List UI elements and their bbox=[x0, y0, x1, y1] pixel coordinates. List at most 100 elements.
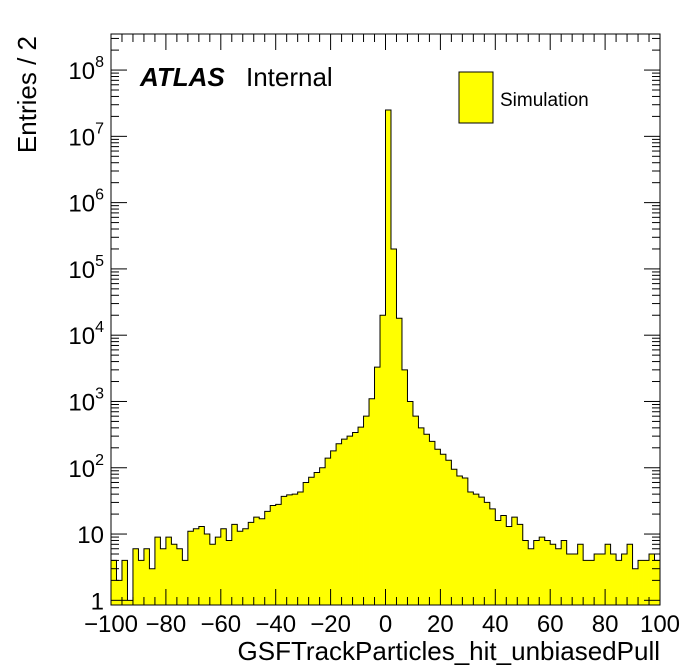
histogram-bin bbox=[451, 469, 458, 605]
histogram-bin bbox=[522, 540, 529, 605]
histogram-bin bbox=[319, 467, 326, 605]
histogram-bin bbox=[253, 517, 260, 605]
x-tick-label: −100 bbox=[84, 611, 138, 638]
histogram-bin bbox=[599, 553, 606, 605]
x-tick-labels: −100 −80 −60 −40 −20 0 20 40 60 80 100 bbox=[84, 611, 680, 638]
y-tick-label: 102 bbox=[68, 452, 104, 483]
histogram-bin bbox=[352, 432, 359, 605]
histogram-bin bbox=[605, 544, 611, 605]
x-tick-label: −40 bbox=[255, 611, 296, 638]
x-tick-label: 60 bbox=[537, 611, 564, 638]
histogram-bin bbox=[467, 492, 474, 605]
histogram-bin bbox=[226, 540, 233, 605]
histogram-bin bbox=[649, 553, 655, 605]
histogram-bin bbox=[187, 531, 194, 605]
histogram-bin bbox=[220, 528, 227, 605]
y-tick-label: 10 bbox=[77, 522, 104, 549]
histogram-bin bbox=[204, 534, 211, 605]
histogram-bin bbox=[429, 441, 436, 605]
histogram-bin bbox=[577, 544, 584, 605]
histogram-bin bbox=[121, 560, 128, 605]
histogram-bin bbox=[374, 367, 381, 605]
histogram-bin bbox=[182, 560, 189, 605]
x-tick-label: −60 bbox=[200, 611, 241, 638]
histogram-bin bbox=[401, 369, 408, 605]
histogram-bin bbox=[237, 531, 244, 605]
histogram-bin bbox=[286, 494, 293, 605]
histogram-bin bbox=[270, 505, 277, 605]
histogram-bin bbox=[160, 548, 167, 605]
y-tick-label: 107 bbox=[68, 120, 104, 151]
histogram-bin bbox=[495, 520, 502, 605]
legend-entry-simulation: Simulation bbox=[500, 90, 589, 111]
histogram-bin bbox=[566, 553, 573, 605]
histogram-bin bbox=[610, 553, 617, 605]
histogram-bin bbox=[308, 477, 315, 605]
y-tick-label: 1 bbox=[91, 588, 104, 615]
x-tick-label: −80 bbox=[146, 611, 187, 638]
histogram-bin bbox=[445, 460, 452, 605]
histogram-bin bbox=[259, 518, 266, 605]
histogram-bin bbox=[484, 502, 491, 605]
histogram-bin bbox=[539, 537, 546, 605]
histogram-bin bbox=[462, 478, 469, 605]
y-tick-label: 108 bbox=[68, 54, 104, 85]
histogram-bin bbox=[572, 553, 579, 605]
histogram-bin bbox=[396, 318, 403, 605]
histogram-bin bbox=[550, 544, 557, 605]
histogram-bin bbox=[440, 454, 447, 605]
histogram-bin bbox=[325, 458, 331, 605]
histogram-bin bbox=[533, 540, 540, 605]
histogram-bin bbox=[473, 494, 480, 605]
atlas-label: ATLAS Internal bbox=[139, 62, 333, 92]
x-tick-label: −20 bbox=[310, 611, 351, 638]
histogram-bin bbox=[242, 528, 249, 605]
histogram-bin bbox=[154, 537, 161, 605]
y-tick-label: 104 bbox=[68, 319, 104, 350]
histogram-bin bbox=[149, 568, 156, 605]
histogram-bin bbox=[385, 109, 392, 605]
atlas-label-internal: Internal bbox=[246, 62, 333, 92]
histogram-bin bbox=[358, 427, 364, 605]
histogram-bin bbox=[654, 560, 661, 605]
x-tick-label: 20 bbox=[427, 611, 454, 638]
histogram-bin bbox=[434, 449, 441, 605]
x-axis-label: GSFTrackParticles_hit_unbiasedPull bbox=[238, 636, 660, 666]
histogram-bin bbox=[588, 560, 595, 605]
y-tick-labels: 1 10 102 103 104 105 106 107 108 bbox=[68, 54, 104, 615]
histogram-outline bbox=[111, 109, 660, 601]
histogram-bin bbox=[116, 580, 123, 605]
histogram-bin bbox=[489, 508, 496, 605]
histogram-bin bbox=[544, 540, 551, 605]
histogram-bin bbox=[231, 524, 238, 605]
histogram-bin bbox=[176, 548, 183, 605]
histogram-bin bbox=[627, 544, 633, 605]
histogram-bin bbox=[423, 434, 430, 605]
histogram-bin bbox=[456, 476, 463, 605]
histogram-bin bbox=[638, 560, 644, 605]
histogram-bin bbox=[643, 560, 650, 605]
histogram-bin bbox=[111, 560, 117, 605]
histogram-bin bbox=[412, 416, 419, 605]
histogram-bin bbox=[138, 560, 145, 605]
histogram-bin bbox=[594, 553, 601, 605]
histogram-bin bbox=[297, 492, 304, 605]
y-axis-label: Entries / 2 bbox=[12, 36, 42, 153]
histogram-bin bbox=[171, 544, 178, 605]
histogram-bin bbox=[281, 496, 288, 605]
y-tick-label: 105 bbox=[68, 253, 104, 284]
histogram-bars bbox=[111, 109, 661, 605]
histogram-bin bbox=[215, 537, 222, 605]
histogram-bin bbox=[517, 524, 524, 605]
histogram-bin bbox=[528, 548, 535, 605]
histogram-bin bbox=[369, 398, 375, 605]
histogram-bin bbox=[511, 517, 518, 605]
x-tick-label: 0 bbox=[379, 611, 392, 638]
histogram-bin bbox=[292, 494, 299, 605]
histogram-bin bbox=[555, 548, 562, 605]
histogram-bin bbox=[264, 511, 271, 605]
histogram-bin bbox=[561, 540, 568, 605]
atlas-label-bold: ATLAS bbox=[139, 62, 225, 92]
histogram-bin bbox=[500, 515, 507, 605]
